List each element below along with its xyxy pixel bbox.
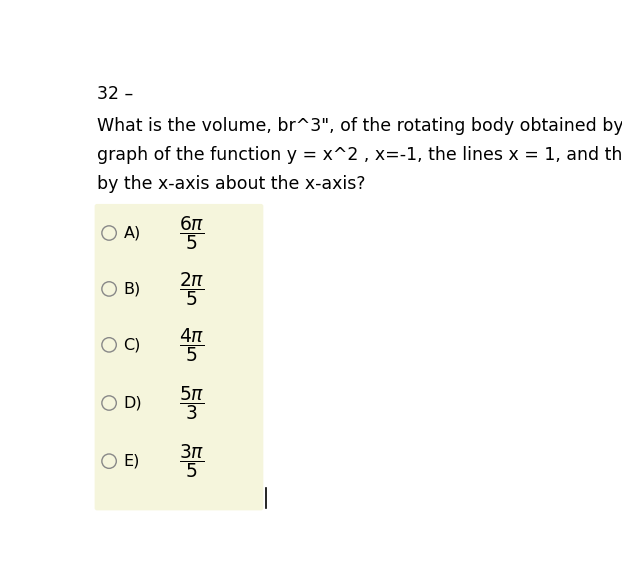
Text: What is the volume, br^3", of the rotating body obtained by revolving the: What is the volume, br^3", of the rotati… xyxy=(97,117,622,135)
Text: by the x-axis about the x-axis?: by the x-axis about the x-axis? xyxy=(97,175,366,193)
FancyBboxPatch shape xyxy=(95,204,263,510)
Text: $\dfrac{5\pi}{3}$: $\dfrac{5\pi}{3}$ xyxy=(179,384,205,422)
Text: E): E) xyxy=(124,454,140,469)
Text: $\dfrac{6\pi}{5}$: $\dfrac{6\pi}{5}$ xyxy=(179,214,205,252)
Text: A): A) xyxy=(124,225,141,241)
Text: $\dfrac{3\pi}{5}$: $\dfrac{3\pi}{5}$ xyxy=(179,442,205,480)
Text: $\dfrac{2\pi}{5}$: $\dfrac{2\pi}{5}$ xyxy=(179,270,205,308)
Text: graph of the function y = x^2 , x=-1, the lines x = 1, and the region bounded: graph of the function y = x^2 , x=-1, th… xyxy=(97,146,622,164)
Text: D): D) xyxy=(124,396,142,411)
Text: 32 –: 32 – xyxy=(97,85,133,103)
Text: C): C) xyxy=(124,338,141,352)
Text: B): B) xyxy=(124,281,141,296)
Text: $\dfrac{4\pi}{5}$: $\dfrac{4\pi}{5}$ xyxy=(179,326,205,364)
